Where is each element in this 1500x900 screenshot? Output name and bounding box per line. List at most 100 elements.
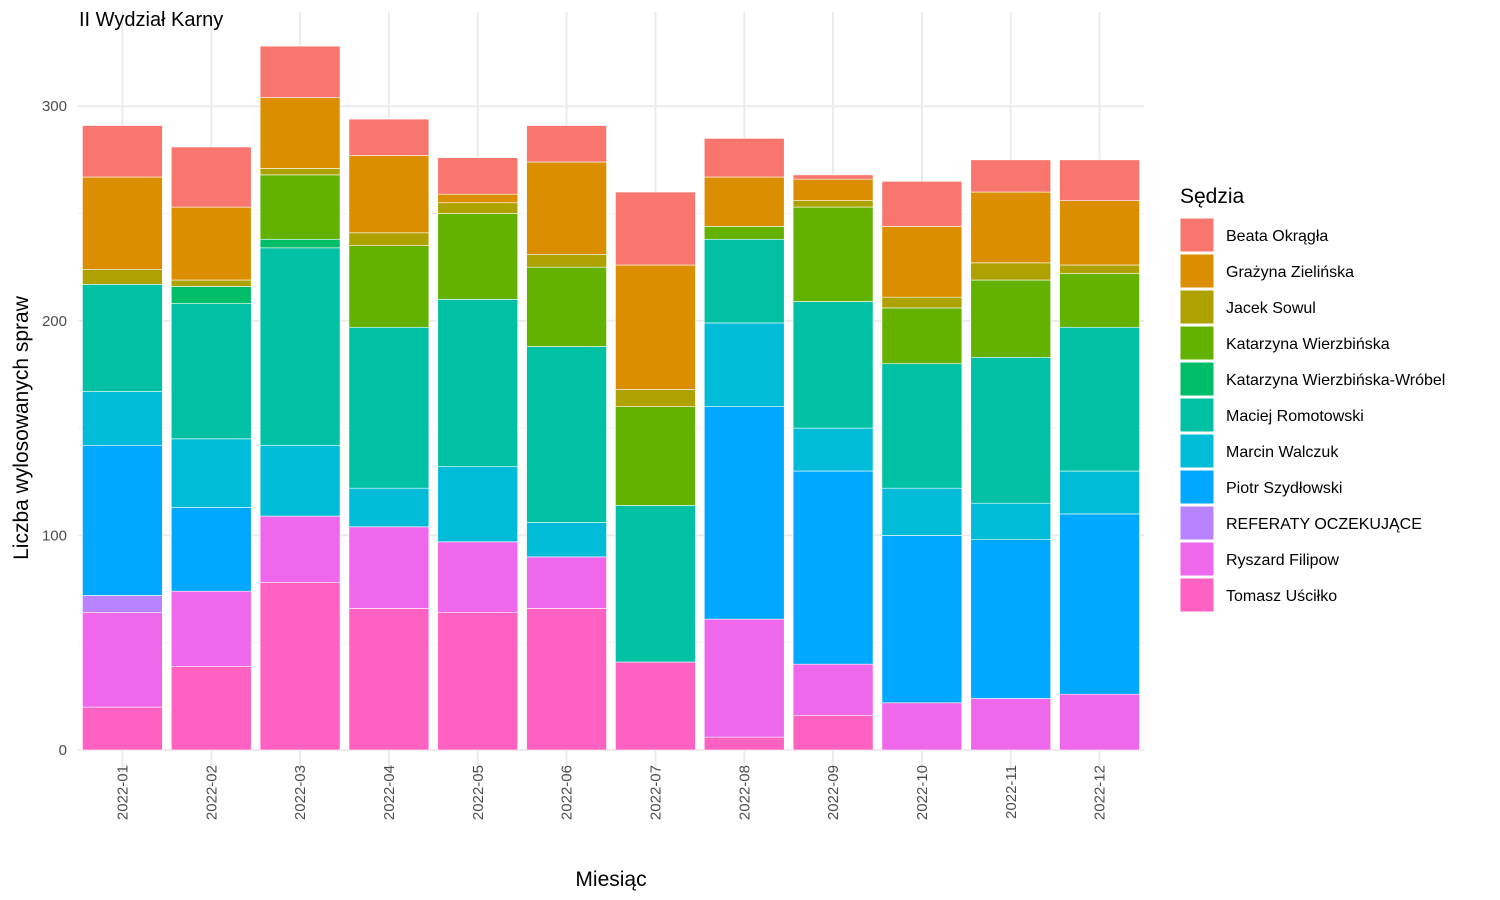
bar-segment — [703, 176, 785, 227]
bar-segment — [1059, 159, 1140, 201]
bar-segment — [348, 155, 430, 234]
bar-segment — [259, 247, 341, 446]
legend-swatch — [1179, 253, 1215, 289]
bar-segment — [82, 706, 163, 751]
legend-swatch — [1179, 325, 1215, 361]
bar-segment — [526, 346, 607, 523]
x-axis-title: Miesiąc — [575, 868, 646, 891]
bar-segment — [526, 161, 607, 255]
bar-segment — [348, 245, 430, 328]
bar-segment — [792, 470, 874, 665]
bar-segment — [259, 168, 341, 176]
y-axis-title: Liczba wylosowanych spraw — [10, 295, 33, 560]
legend-swatch — [1179, 397, 1215, 433]
bar-segment — [792, 715, 874, 751]
legend: Sędzia Beata Okrągła Grażyna Zielińska Jac… — [1179, 185, 1445, 613]
legend-label: Maciej Romotowski — [1226, 408, 1364, 425]
bar-segment — [703, 226, 785, 240]
bar-segment — [170, 146, 252, 208]
legend-swatch — [1179, 289, 1215, 325]
bar-segment — [881, 226, 963, 298]
bar-segment — [881, 296, 963, 309]
x-tick-label: 2022-03 — [292, 765, 309, 820]
bar-segment — [437, 193, 519, 204]
legend-label: REFERATY OCZEKUJĄCE — [1226, 516, 1422, 533]
bar-segment — [792, 206, 874, 302]
bar-segment — [792, 663, 874, 716]
bar-segment — [970, 539, 1052, 699]
bar-segment — [881, 363, 963, 489]
legend-swatch — [1179, 469, 1215, 505]
bar-segment — [792, 200, 874, 208]
bar-segment — [437, 299, 519, 468]
legend-swatch — [1179, 577, 1215, 613]
bar-segment — [792, 174, 874, 180]
bar-segment — [703, 406, 785, 620]
legend-label: Beata Okrągła — [1226, 228, 1328, 245]
bar-segment — [970, 502, 1052, 540]
bar-segment — [703, 618, 785, 738]
legend-label: Jacek Sowul — [1226, 300, 1316, 317]
bar-segment — [881, 535, 963, 704]
bar-segment — [82, 612, 163, 708]
legend-label: Tomasz Uściłko — [1226, 588, 1337, 605]
bar-segment — [703, 322, 785, 407]
x-tick-label: 2022-02 — [203, 765, 220, 820]
bar-segment — [970, 356, 1052, 504]
legend-title: Sędzia — [1180, 185, 1245, 208]
bar-segment — [437, 466, 519, 543]
x-tick-label: 2022-07 — [647, 765, 664, 820]
bar-segment — [348, 118, 430, 156]
y-tick-label: 0 — [59, 742, 67, 759]
bar-segment — [348, 487, 430, 528]
bar-segment — [170, 438, 252, 508]
x-tick-label: 2022-11 — [1003, 765, 1020, 819]
bar-segment — [1059, 264, 1140, 274]
bar-segment — [970, 159, 1052, 193]
legend-swatch — [1179, 361, 1215, 397]
y-tick-label: 200 — [42, 313, 67, 330]
legend-label: Katarzyna Wierzbińska-Wróbel — [1226, 372, 1445, 389]
bar-segment — [82, 444, 163, 596]
bar-segment — [170, 303, 252, 440]
bar-segment — [348, 326, 430, 489]
bar-segment — [170, 590, 252, 667]
legend-swatch — [1179, 217, 1215, 253]
bar-segment — [526, 556, 607, 609]
bar-segment — [437, 213, 519, 300]
bar-segment — [1059, 513, 1140, 695]
bar-segment — [792, 301, 874, 429]
bar-segment — [259, 97, 341, 169]
bar-segment — [703, 736, 785, 751]
bar-segment — [881, 181, 963, 227]
bar-segment — [259, 238, 341, 249]
bar-segment — [526, 125, 607, 163]
bar-segment — [82, 391, 163, 446]
bar-segment — [615, 389, 696, 407]
bar-segment — [82, 268, 163, 285]
bar-segment — [1059, 470, 1140, 515]
bar-segment — [348, 608, 430, 751]
chart-title: II Wydział Karny — [79, 9, 223, 31]
bar-segment — [615, 661, 696, 751]
bar-segment — [82, 176, 163, 270]
x-axis-ticks: 2022-01 2022-02 2022-03 2022-04 2022-05 2022-… — [114, 765, 1108, 820]
bar-segment — [526, 253, 607, 268]
y-tick-label: 100 — [42, 527, 67, 544]
bar-segment — [1059, 326, 1140, 472]
legend-swatch — [1179, 505, 1215, 541]
bar-segment — [170, 286, 252, 304]
legend-label: Katarzyna Wierzbińska — [1226, 336, 1390, 353]
bar-segment — [970, 698, 1052, 751]
x-tick-label: 2022-12 — [1092, 765, 1109, 820]
x-tick-label: 2022-05 — [470, 765, 487, 820]
legend-label: Ryszard Filipow — [1226, 552, 1339, 569]
bar-segment — [792, 427, 874, 472]
bar-segment — [792, 178, 874, 201]
bar-segment — [703, 138, 785, 178]
bar-segment — [82, 284, 163, 392]
bar-segment — [437, 157, 519, 195]
bar-segment — [703, 238, 785, 324]
